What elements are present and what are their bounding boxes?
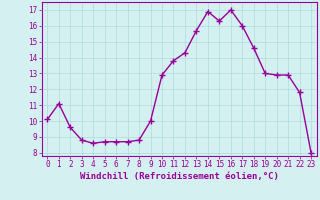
X-axis label: Windchill (Refroidissement éolien,°C): Windchill (Refroidissement éolien,°C)	[80, 172, 279, 181]
